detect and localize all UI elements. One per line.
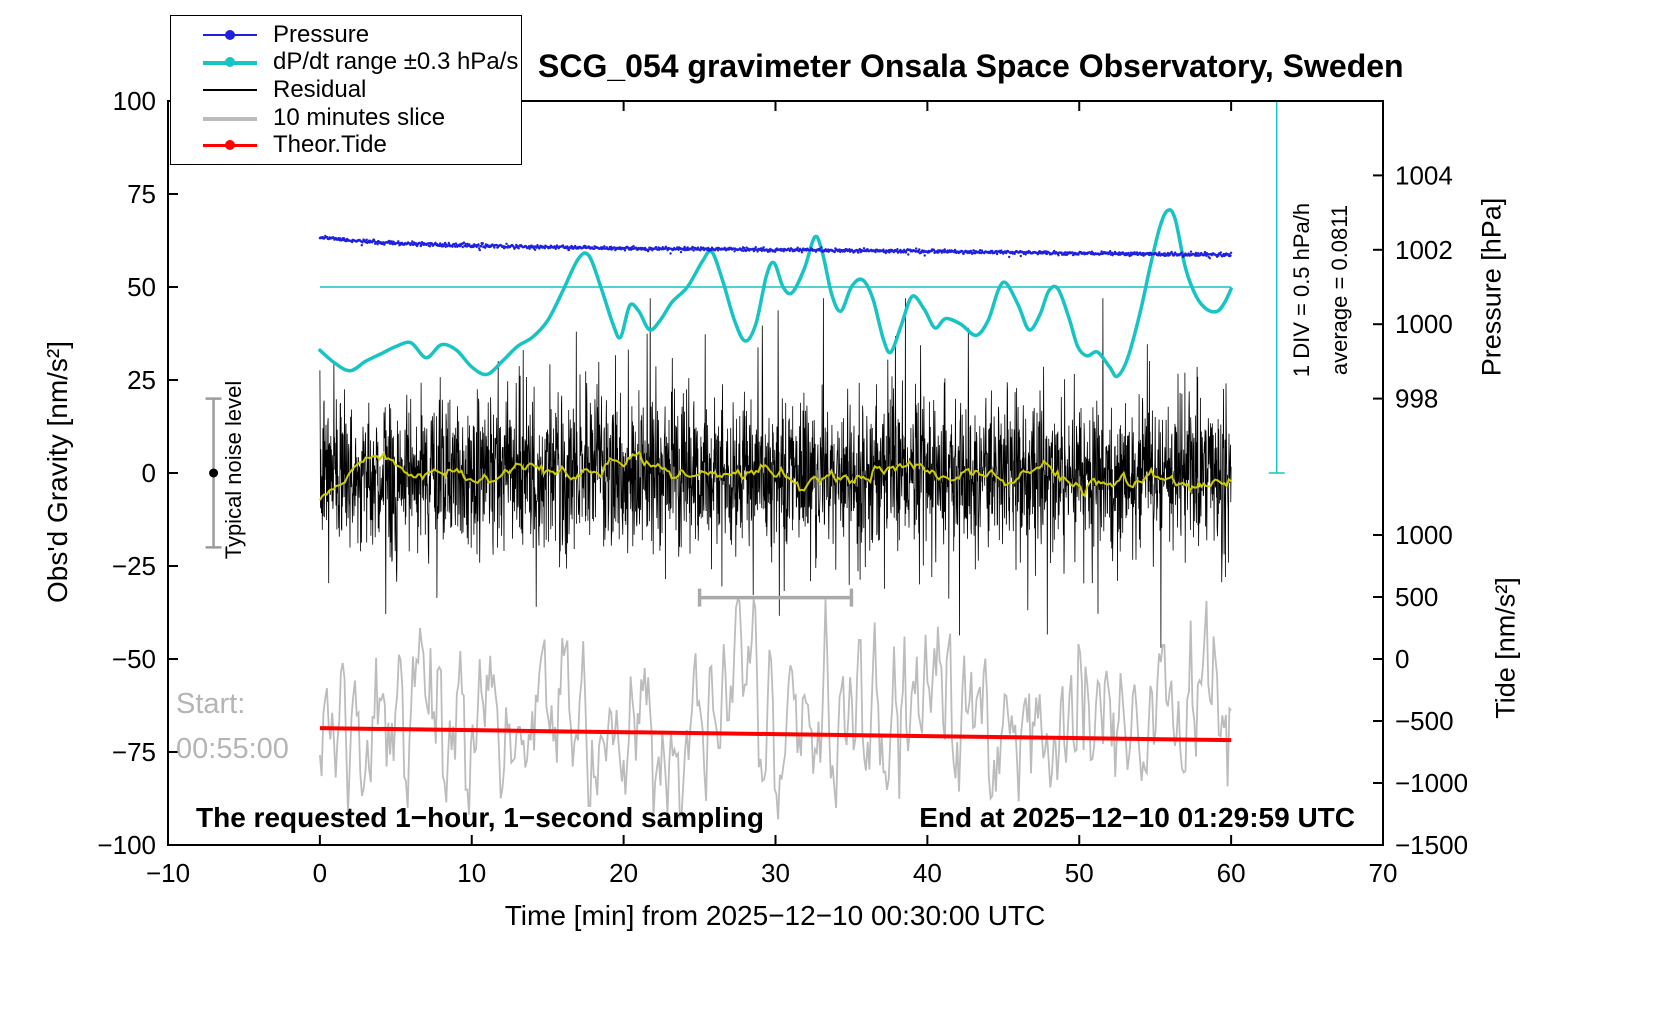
svg-text:0: 0 — [142, 458, 156, 488]
legend-item-dpdt: dP/dt range ±0.3 hPa/s — [171, 48, 521, 76]
typical-noise-label: Typical noise level — [221, 380, 246, 560]
series-pressure — [318, 234, 1233, 260]
svg-text:60: 60 — [1217, 858, 1246, 888]
chart-title: SCG_054 gravimeter Onsala Space Observat… — [538, 48, 1404, 84]
svg-text:1004: 1004 — [1395, 160, 1453, 190]
legend-item-residual: Residual — [171, 76, 521, 103]
svg-text:998: 998 — [1395, 384, 1438, 414]
svg-text:25: 25 — [127, 365, 156, 395]
legend: Pressure dP/dt range ±0.3 hPa/s Residual… — [170, 15, 522, 165]
legend-item-tide: Theor.Tide — [171, 131, 521, 159]
legend-label-dpdt: dP/dt range ±0.3 hPa/s — [273, 48, 519, 76]
svg-text:−25: −25 — [112, 551, 156, 581]
svg-text:100: 100 — [113, 86, 156, 116]
svg-text:1000: 1000 — [1395, 309, 1453, 339]
slice-duration-bar — [697, 588, 854, 607]
tide-axis-label: Tide [nm/s²] — [1490, 577, 1521, 719]
legend-item-pressure: Pressure — [171, 21, 521, 48]
legend-label-pressure: Pressure — [273, 20, 370, 48]
svg-text:0: 0 — [313, 858, 327, 888]
series-residual — [319, 298, 1232, 648]
series-slice — [319, 597, 1232, 820]
series-tide — [319, 726, 1232, 743]
series-dpdt — [318, 208, 1233, 379]
svg-text:−10: −10 — [146, 858, 190, 888]
legend-label-slice: 10 minutes slice — [273, 103, 446, 131]
svg-text:−75: −75 — [112, 737, 156, 767]
start-label-line2: 00:55:00 — [176, 733, 289, 765]
div-scale-bar — [1268, 100, 1285, 474]
svg-text:10: 10 — [457, 858, 486, 888]
div-scale-label: 1 DIV = 0.5 hPa/h — [1289, 202, 1314, 378]
svg-text:40: 40 — [913, 858, 942, 888]
gravity-axis-label: Obs'd Gravity [nm/s²] — [42, 340, 73, 604]
svg-text:−50: −50 — [112, 644, 156, 674]
svg-text:0: 0 — [1395, 644, 1409, 674]
svg-text:50: 50 — [127, 272, 156, 302]
series-residual_mean — [319, 449, 1232, 501]
svg-text:500: 500 — [1395, 582, 1438, 612]
x-axis-label: Time [min] from 2025−12−10 00:30:00 UTC — [504, 900, 1046, 931]
svg-text:−100: −100 — [97, 830, 156, 860]
svg-text:−1500: −1500 — [1395, 830, 1468, 860]
start-label-line1: Start: — [176, 688, 246, 720]
svg-text:30: 30 — [761, 858, 790, 888]
average-label: average = 0.0811 — [1327, 204, 1352, 376]
svg-text:1000: 1000 — [1395, 520, 1453, 550]
svg-text:75: 75 — [127, 179, 156, 209]
legend-item-slice: 10 minutes slice — [171, 104, 521, 131]
pressure-axis-label: Pressure [hPa] — [1476, 197, 1507, 377]
svg-text:1002: 1002 — [1395, 235, 1453, 265]
svg-text:50: 50 — [1065, 858, 1094, 888]
svg-text:−1000: −1000 — [1395, 768, 1468, 798]
typical-noise-dot — [209, 468, 219, 478]
svg-text:70: 70 — [1369, 858, 1398, 888]
start-time-label: Start: 00:55:00 — [176, 682, 289, 772]
end-time-note: End at 2025−12−10 01:29:59 UTC — [919, 802, 1355, 833]
legend-label-tide: Theor.Tide — [273, 131, 387, 159]
legend-label-residual: Residual — [273, 75, 367, 103]
svg-text:20: 20 — [609, 858, 638, 888]
sampling-note: The requested 1−hour, 1−second sampling — [196, 802, 764, 833]
svg-text:−500: −500 — [1395, 706, 1454, 736]
